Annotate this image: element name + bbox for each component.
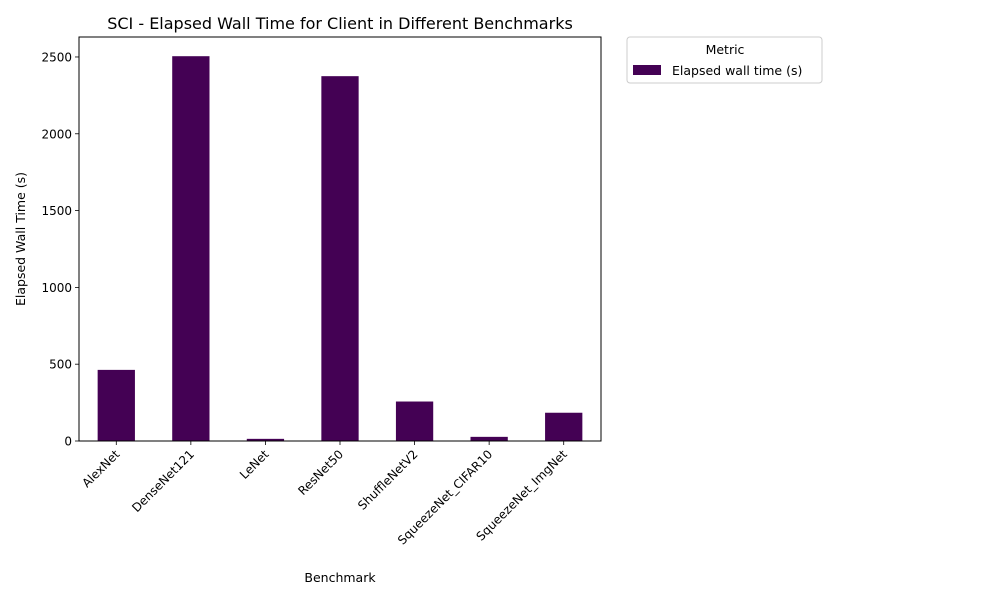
legend-title: Metric (706, 42, 745, 57)
bar-squeezenet-imgnet (545, 412, 583, 441)
y-tick-label: 1500 (41, 204, 72, 218)
x-axis-label: Benchmark (304, 570, 376, 585)
legend-swatch (633, 65, 661, 75)
x-tick-label: ShuffleNetV2 (355, 447, 421, 513)
y-tick-label: 2500 (41, 50, 72, 64)
x-tick-label: LeNet (237, 447, 272, 482)
plot-area: AlexNet DenseNet121 LeNet ResNet50 ShuffleNe… (41, 36, 602, 548)
bar-squeezenet-cifar10 (470, 436, 508, 441)
x-tick-label: DenseNet121 (129, 447, 197, 515)
chart-title: SCI - Elapsed Wall Time for Client in Di… (107, 14, 573, 33)
legend-box (626, 36, 823, 84)
bar-alexnet (97, 369, 135, 441)
x-tick-label: ResNet50 (295, 447, 346, 498)
legend: Metric Elapsed wall time (s) (626, 36, 823, 84)
y-tick-label: 2000 (41, 127, 72, 141)
y-tick-label: 1000 (41, 281, 72, 295)
y-tick-label: 500 (49, 358, 72, 372)
legend-entry: Elapsed wall time (s) (672, 63, 802, 78)
y-axis-label: Elapsed Wall Time (s) (13, 172, 28, 306)
axes-frame (78, 36, 602, 442)
bar-lenet (246, 438, 285, 441)
y-tick-label: 0 (64, 435, 72, 449)
bar-shufflenetv2 (395, 401, 434, 441)
x-tick-label: AlexNet (79, 447, 122, 490)
bar-resnet50 (321, 76, 359, 441)
bar-densenet121 (172, 56, 210, 442)
